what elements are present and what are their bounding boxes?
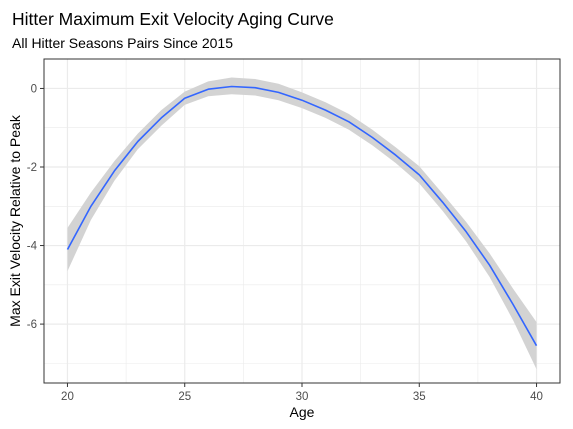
- y-axis-label: Max Exit Velocity Relative to Peak: [7, 114, 23, 327]
- x-axis: 20 25 30 35 40: [61, 383, 543, 403]
- x-tick-label: 35: [413, 391, 426, 403]
- x-tick-label: 25: [178, 391, 191, 403]
- grid: [44, 59, 560, 383]
- x-tick-label: 30: [296, 391, 309, 403]
- x-axis-label: Age: [290, 404, 315, 420]
- y-axis: 0 -2 -4 -6: [27, 83, 44, 331]
- y-tick-label: -2: [27, 162, 37, 174]
- y-tick-label: -4: [27, 241, 38, 253]
- chart-title: Hitter Maximum Exit Velocity Aging Curve: [12, 9, 334, 29]
- y-tick-label: -6: [27, 319, 37, 331]
- chart-subtitle: All Hitter Seasons Pairs Since 2015: [12, 35, 233, 51]
- x-tick-label: 40: [530, 391, 543, 403]
- series-lines: [66, 85, 538, 347]
- y-tick-label: 0: [31, 83, 37, 95]
- x-tick-label: 20: [61, 391, 74, 403]
- aging-curve-line: [66, 85, 538, 347]
